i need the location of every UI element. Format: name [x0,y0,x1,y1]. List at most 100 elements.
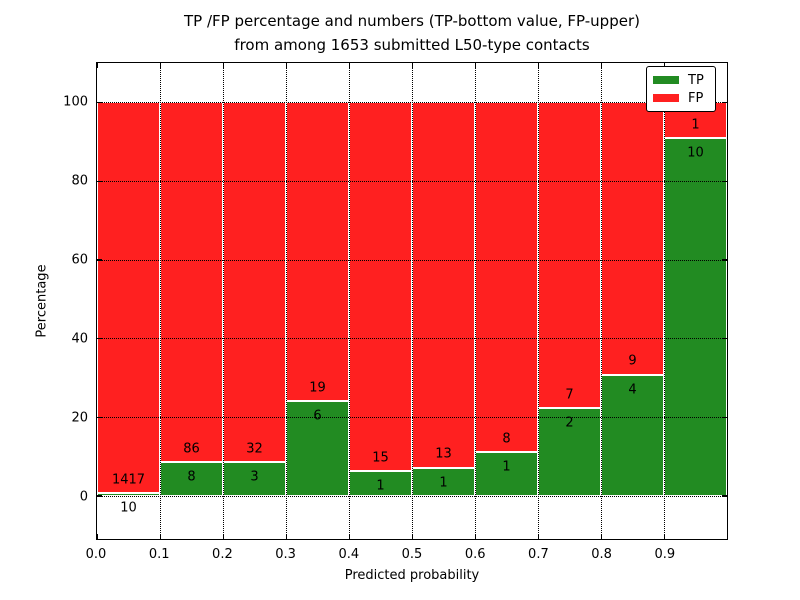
x-tick-top-0 [96,63,98,68]
x-tick-label-0.4: 0.4 [338,547,360,562]
x-tick-top-4 [348,63,350,68]
tp-count-label-9: 10 [687,145,704,161]
tp-bar-8 [601,374,664,496]
fp-count-label-5: 13 [435,446,452,462]
v-gridline-8 [601,63,602,539]
y-tick-right-100 [722,101,727,104]
fp-count-label-8: 9 [628,353,637,369]
y-tick-right-80 [722,180,727,183]
x-tick-label-0.8: 0.8 [591,547,612,562]
x-tick-label-0.1: 0.1 [148,547,170,562]
v-gridline-2 [223,63,224,539]
x-tick-bottom-8 [600,534,602,539]
legend-label-fp: FP [688,90,704,106]
tp-count-label-3: 6 [313,408,322,424]
x-tick-top-8 [600,63,602,68]
fp-bar-6 [475,102,538,452]
chart-title-line1: TP /FP percentage and numbers (TP-bottom… [184,12,640,30]
x-tick-top-10 [726,63,728,68]
fp-count-label-1: 86 [183,441,200,457]
y-tick-left-0 [97,495,102,497]
y-tick-label-20: 20 [71,410,88,426]
tp-count-label-6: 1 [502,459,511,475]
fp-count-label-3: 19 [309,380,326,396]
fp-count-label-7: 7 [565,387,574,403]
x-tick-label-0.6: 0.6 [464,547,486,562]
tp-bar-4 [349,471,412,496]
x-tick-label-0.9: 0.9 [654,547,676,562]
y-tick-left-80 [97,180,102,183]
tp-count-label-5: 1 [439,475,448,491]
v-gridline-9 [664,63,665,539]
x-tick-bottom-7 [537,534,539,539]
x-tick-top-9 [663,63,665,68]
y-tick-right-0 [722,495,727,497]
v-gridline-1 [160,63,161,539]
x-tick-bottom-4 [348,534,350,539]
v-gridline-5 [412,63,413,539]
fp-bar-1 [160,102,223,463]
fp-count-label-6: 8 [502,431,511,447]
y-tick-left-40 [97,337,102,340]
y-tick-label-100: 100 [63,94,88,109]
tp-count-label-7: 2 [565,415,574,431]
tp-count-label-0: 10 [120,500,137,516]
x-tick-top-3 [285,63,287,68]
v-gridline-4 [349,63,350,539]
x-tick-label-0.0: 0.0 [85,547,107,562]
x-tick-label-0.3: 0.3 [275,547,296,562]
v-gridline-7 [538,63,539,539]
legend-item-fp: FP [653,92,709,105]
v-gridline-6 [475,63,476,539]
y-tick-label-60: 60 [71,252,88,268]
y-tick-left-60 [97,259,102,261]
fp-count-label-0: 1417 [111,472,146,488]
tp-count-label-8: 4 [628,382,637,398]
fp-count-label-9: 1 [691,117,700,133]
fp-bar-3 [286,102,349,402]
fp-bar-4 [349,102,412,472]
tp-count-label-2: 3 [250,469,259,485]
y-tick-right-60 [722,259,727,261]
fp-bar-2 [223,102,286,462]
x-tick-label-0.2: 0.2 [212,547,233,562]
y-axis-label: Percentage [34,264,50,338]
x-tick-label-0.7: 0.7 [528,547,549,562]
tp-bar-9 [664,138,727,496]
x-tick-top-7 [537,63,539,68]
x-tick-label-0.5: 0.5 [401,547,423,562]
x-tick-bottom-10 [726,534,728,539]
fp-bar-0 [97,102,160,493]
tp-bar-1 [160,462,223,496]
fp-count-label-2: 32 [246,441,263,457]
y-tick-label-40: 40 [71,331,88,347]
x-tick-bottom-2 [222,534,224,539]
y-tick-label-80: 80 [71,173,88,188]
x-tick-bottom-5 [411,534,413,539]
tp-bar-0 [97,492,160,496]
x-tick-bottom-3 [285,534,287,539]
x-tick-top-2 [222,63,224,68]
x-tick-bottom-6 [474,534,476,539]
fp-bar-8 [601,102,664,375]
x-tick-bottom-1 [159,534,161,539]
y-tick-left-20 [97,416,102,419]
tp-bar-7 [538,408,601,496]
y-tick-left-100 [97,101,102,104]
y-tick-right-40 [722,337,727,340]
y-tick-label-0: 0 [79,489,88,505]
legend-swatch-fp [653,94,679,102]
tp-count-label-4: 1 [376,478,385,494]
legend: TP FP [646,66,716,112]
fp-bar-7 [538,102,601,409]
x-tick-bottom-9 [663,534,665,539]
legend-swatch-tp [653,76,679,84]
legend-item-tp: TP [653,74,709,87]
x-tick-top-6 [474,63,476,68]
tp-bar-6 [475,452,538,496]
tp-count-label-1: 8 [187,469,196,485]
x-tick-bottom-0 [96,534,98,539]
x-tick-top-5 [411,63,413,68]
x-tick-top-1 [159,63,161,68]
